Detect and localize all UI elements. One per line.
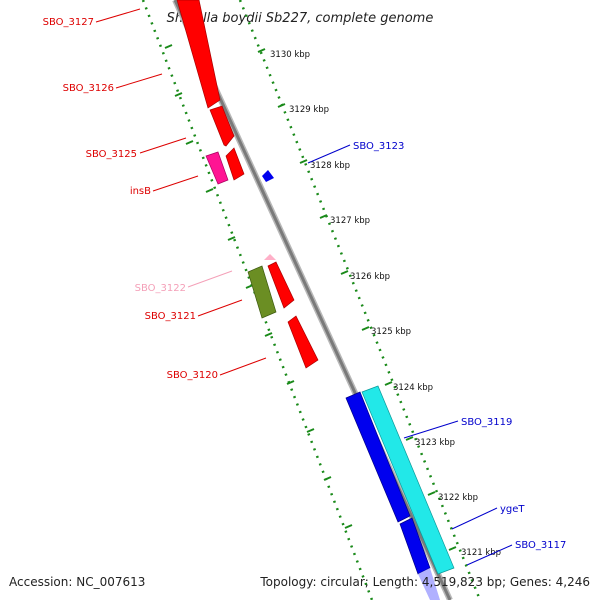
ruler-ticks: [164, 44, 457, 551]
gene-feature-sbo3120: [287, 315, 319, 369]
gene-feature-sbo3122: [264, 254, 276, 260]
backbone: [172, 0, 453, 600]
tick-mark: [227, 236, 236, 241]
gene-feature-sbo3123: [262, 170, 274, 182]
gene-feature-sbo3121-olive: [247, 265, 277, 319]
gene-label-sbo3123: SBO_3123: [353, 141, 404, 152]
tick-mark: [448, 546, 457, 551]
tick-mark: [164, 44, 173, 49]
tick-label: 3122 kbp: [438, 493, 478, 503]
tick-mark: [340, 270, 349, 275]
tick-mark: [427, 491, 436, 496]
gene-feature-sbo3117-shadow: [418, 568, 440, 600]
tick-label: 3127 kbp: [330, 216, 370, 226]
gene-feature-sbo3126: [176, 0, 221, 109]
gene-feature-sbo3121: [267, 261, 295, 309]
tick-mark: [286, 380, 295, 385]
gene-label-sbo3125: SBO_3125: [86, 149, 137, 160]
tick-mark: [306, 428, 315, 433]
tick-mark: [405, 436, 414, 441]
gene-label-sbo3117: SBO_3117: [515, 540, 566, 551]
tick-mark: [257, 48, 266, 53]
gene-label-ygeT: ygeT: [500, 504, 525, 515]
tick-mark: [174, 92, 183, 97]
gene-labels: SBO_3127 SBO_3126 SBO_3125 insB SBO_3122…: [43, 17, 567, 551]
gene-feature-insb: [205, 151, 229, 185]
outer-dotted-line: [238, 0, 482, 600]
tick-mark: [205, 188, 214, 193]
accession-text: Accession: NC_007613: [9, 575, 145, 589]
gene-label-sbo3126: SBO_3126: [63, 83, 114, 94]
tick-label: 3124 kbp: [393, 383, 433, 393]
gene-feature-ygeT: [361, 385, 455, 575]
tick-mark: [264, 332, 273, 337]
ruler-labels: 3130 kbp 3129 kbp 3128 kbp 3127 kbp 3126…: [270, 50, 501, 558]
gene-label-sbo3119: SBO_3119: [461, 417, 512, 428]
label-connectors: [95, 8, 513, 566]
tick-label: 3128 kbp: [310, 161, 350, 171]
gene-label-sbo3121: SBO_3121: [145, 311, 196, 322]
gene-label-sbo3120: SBO_3120: [167, 370, 218, 381]
genome-summary-text: Topology: circular; Length: 4,519,823 bp…: [259, 575, 590, 589]
tick-label: 3126 kbp: [350, 272, 390, 282]
gene-label-sbo3127: SBO_3127: [43, 17, 94, 28]
tick-label: 3121 kbp: [461, 548, 501, 558]
gene-label-insb: insB: [130, 186, 151, 197]
tick-label: 3123 kbp: [415, 438, 455, 448]
gene-features: [176, 0, 455, 600]
tick-mark: [277, 103, 286, 108]
tick-mark: [361, 326, 370, 331]
gene-feature-sbo3119: [345, 391, 411, 523]
gene-feature-sbo3125: [209, 105, 235, 147]
tick-mark: [185, 140, 194, 145]
tick-mark: [299, 159, 308, 164]
tick-label: 3129 kbp: [289, 105, 329, 115]
gene-feature-insb-arrow: [225, 147, 245, 181]
tick-label: 3125 kbp: [371, 327, 411, 337]
tick-mark: [319, 214, 328, 219]
gene-label-sbo3122: SBO_3122: [135, 283, 186, 294]
genome-title: Shigella boydii Sb227, complete genome: [167, 11, 434, 26]
tick-mark: [323, 476, 332, 481]
tick-mark: [344, 524, 353, 529]
tick-label: 3130 kbp: [270, 50, 310, 60]
tick-mark: [384, 381, 393, 386]
